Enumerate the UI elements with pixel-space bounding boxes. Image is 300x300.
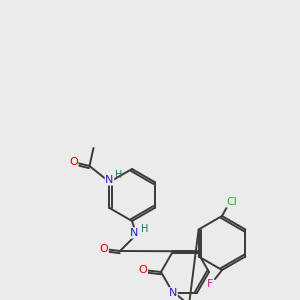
Text: N: N [130, 228, 138, 238]
Text: N: N [105, 175, 114, 185]
Text: N: N [169, 288, 177, 298]
Text: Cl: Cl [226, 197, 237, 207]
Text: O: O [69, 157, 78, 167]
Text: O: O [139, 265, 147, 275]
Text: H: H [141, 224, 149, 234]
Text: O: O [100, 244, 108, 254]
Text: F: F [207, 279, 213, 289]
Text: H: H [115, 170, 122, 180]
